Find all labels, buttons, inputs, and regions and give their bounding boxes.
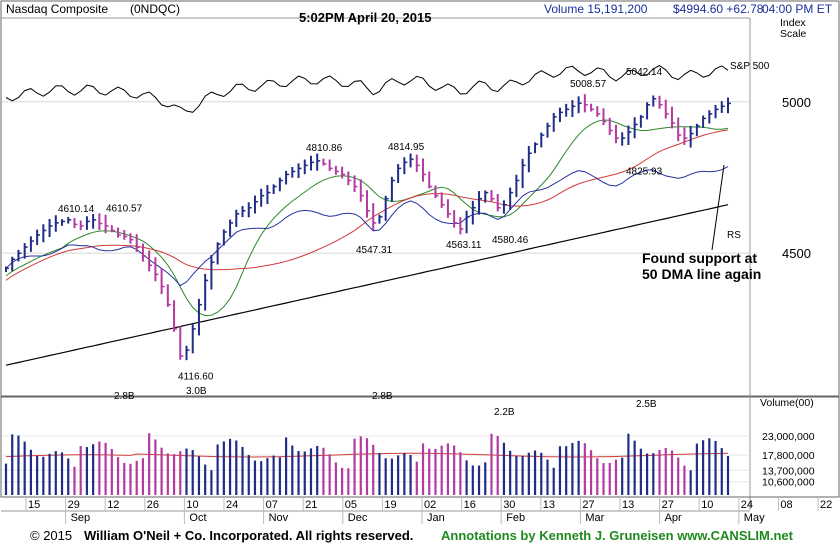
time-readout: 04:00 PM ET (762, 2, 833, 16)
x-tick-10: 02 (424, 499, 436, 511)
index-name: Nasdaq Composite (6, 2, 108, 16)
price-readout: $4994.60 +62.78 (673, 2, 764, 16)
volume-annotation-0: 2.8B (114, 391, 135, 402)
x-tick-7: 21 (305, 499, 317, 511)
index-symbol: (0NDQC) (130, 2, 180, 16)
footer-company: William O'Neil + Co. Incorporated. All r… (84, 528, 413, 543)
price-annotation-0: 4610.14 (58, 204, 95, 215)
x-tick-17: 10 (701, 499, 713, 511)
x-tick-9: 19 (384, 499, 396, 511)
price-tick-4500: 4500 (782, 246, 811, 261)
price-annotation-9: 5042.14 (626, 67, 663, 78)
x-tick-3: 26 (147, 499, 159, 511)
indicator-lines (5, 65, 729, 458)
price-annotation-1: 4610.57 (106, 204, 143, 215)
volume-tick-2: 13,700,000 (762, 465, 815, 477)
note-line-2: 50 DMA line again (642, 266, 761, 282)
rs-label: RS (727, 230, 741, 241)
price-bars (5, 94, 731, 361)
note-line-1: Found support at (642, 250, 757, 266)
x-tick-0: 15 (28, 499, 40, 511)
volume-annotation-2: 2.8B (372, 391, 393, 402)
price-annotation-6: 4563.11 (446, 240, 482, 251)
x-tick-19: 08 (780, 499, 792, 511)
footer-copyright: © 2015 (30, 528, 72, 543)
grid (1, 101, 839, 524)
month-label-feb: Feb (506, 512, 525, 524)
x-tick-14: 27 (582, 499, 594, 511)
ma50-line (5, 119, 729, 317)
ma200-line (5, 129, 729, 281)
price-annotation-10: 4825.93 (626, 166, 663, 177)
x-tick-20: 22 (820, 499, 832, 511)
sp500-line (5, 65, 729, 113)
volume-tick-0: 23,000,000 (762, 431, 815, 443)
index-scale-label-1: Index (780, 17, 806, 29)
price-panel-frame (0, 0, 840, 397)
price-annotation-3: 4810.86 (306, 143, 343, 154)
month-label-jan: Jan (427, 512, 445, 524)
month-label-nov: Nov (269, 512, 289, 524)
price-annotation-7: 4580.46 (492, 235, 529, 246)
x-tick-2: 12 (107, 499, 119, 511)
sp500-label: S&P 500 (730, 61, 770, 72)
x-tick-13: 13 (543, 499, 555, 511)
volume-tick-3: 10,600,000 (762, 477, 815, 489)
volume-annotation-1: 3.0B (186, 386, 207, 397)
price-annotation-5: 4547.31 (356, 245, 393, 256)
volume-bars (4, 433, 730, 495)
x-tick-1: 29 (68, 499, 80, 511)
month-label-mar: Mar (585, 512, 604, 524)
month-label-may: May (744, 512, 765, 524)
price-annotation-8: 5008.57 (570, 79, 607, 90)
chart-labels: 4500500023,000,00017,800,00013,700,00010… (28, 67, 832, 524)
volume-tick-1: 17,800,000 (762, 450, 815, 462)
month-label-sep: Sep (71, 512, 91, 524)
price-annotation-4: 4814.95 (388, 142, 425, 153)
volume-annotation-3: 2.2B (494, 407, 515, 418)
x-tick-5: 24 (226, 499, 238, 511)
x-tick-12: 30 (503, 499, 515, 511)
volume-readout: Volume 15,191,200 (544, 2, 648, 16)
price-annotation-2: 4116.60 (178, 371, 214, 382)
volume-panel-frame (0, 396, 840, 498)
price-tick-5000: 5000 (782, 95, 811, 110)
x-tick-15: 13 (622, 499, 634, 511)
long-ma-line (5, 204, 729, 366)
x-tick-8: 05 (345, 499, 357, 511)
x-tick-6: 07 (266, 499, 278, 511)
month-label-apr: Apr (665, 512, 682, 524)
note-pointer (711, 164, 725, 251)
month-label-dec: Dec (348, 512, 368, 524)
chart-timestamp: 5:02PM April 20, 2015 (299, 10, 431, 25)
x-tick-11: 16 (464, 499, 476, 511)
rs-line (5, 166, 729, 287)
volume-annotation-4: 2.5B (636, 399, 657, 410)
footer-annotations: Annotations by Kenneth J. Gruneisen www.… (441, 528, 794, 543)
x-tick-18: 24 (741, 499, 753, 511)
index-scale-label-2: Scale (780, 28, 806, 40)
x-tick-16: 27 (662, 499, 674, 511)
volume-axis-label: Volume(00) (760, 397, 814, 409)
month-label-oct: Oct (189, 512, 206, 524)
x-tick-4: 10 (186, 499, 198, 511)
